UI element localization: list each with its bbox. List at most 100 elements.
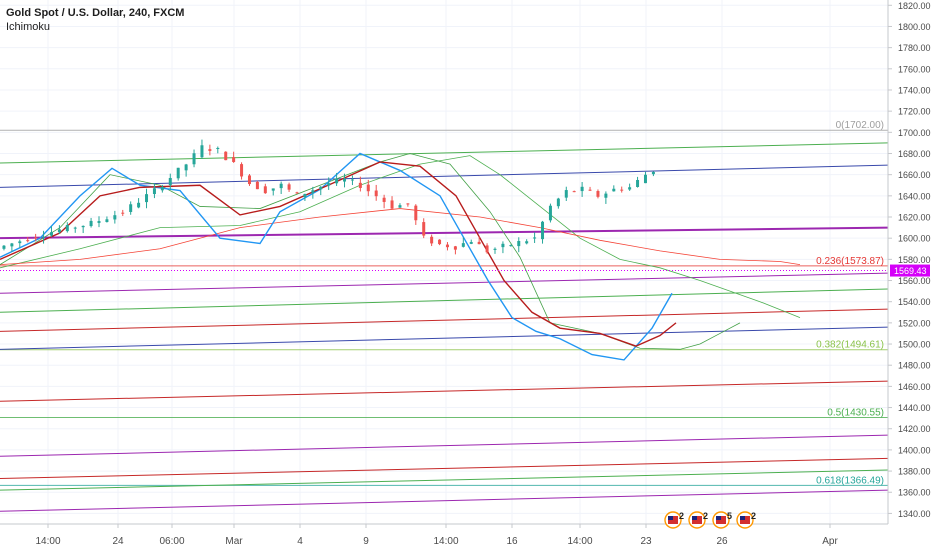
candle-body	[49, 232, 53, 236]
time-axis[interactable]: 14:00 24 06:00 Mar 4 9 14:00 16 14:00 23 26 Apr	[0, 523, 888, 547]
price-tick-label: 1560.00	[898, 276, 931, 286]
candle-body	[26, 240, 30, 242]
kijun-sen	[0, 161, 677, 347]
candle-body	[335, 178, 339, 184]
trend-line[interactable]	[0, 272, 889, 294]
flag-canton	[716, 516, 721, 520]
candle-body	[224, 151, 228, 161]
candle-body	[42, 236, 46, 238]
candle-body	[390, 200, 394, 209]
trend-line[interactable]	[0, 164, 889, 188]
candle-body	[643, 174, 647, 184]
last-price-label: 1569.43	[894, 266, 927, 276]
candle-body	[287, 184, 291, 190]
candle-body	[176, 167, 180, 179]
trend-line[interactable]	[0, 469, 889, 491]
candle-body	[263, 186, 267, 194]
candle-body	[477, 241, 481, 245]
trend-line[interactable]	[0, 288, 889, 313]
last-price-tag	[890, 264, 930, 277]
price-tick-label: 1720.00	[898, 107, 931, 117]
price-tick-label: 1360.00	[898, 488, 931, 498]
event-count: 2	[751, 511, 756, 521]
price-tick-label: 1340.00	[898, 509, 931, 519]
time-tick-label: Apr	[822, 536, 838, 547]
candle-body	[548, 205, 552, 221]
price-tick-label: 1440.00	[898, 403, 931, 413]
price-tick-label: 1460.00	[898, 382, 931, 392]
candle-body	[303, 193, 307, 198]
candle-body	[517, 240, 521, 247]
time-tick-label: 26	[716, 536, 728, 547]
fib-label: 0.618(1366.49)	[816, 475, 884, 486]
trend-line[interactable]	[0, 326, 889, 350]
candle-body	[137, 202, 141, 208]
price-axis[interactable]: 1340.00 1360.00 1380.00 1400.00 1420.00 1440.…	[887, 0, 931, 524]
candle-body	[192, 153, 196, 165]
trend-line[interactable]	[0, 457, 889, 479]
chart-legend: Gold Spot / U.S. Dollar, 240, FXCM Ichim…	[6, 6, 184, 34]
trend-line[interactable]	[0, 380, 889, 402]
candle-body	[612, 188, 616, 192]
price-tick-label: 1620.00	[898, 213, 931, 223]
chikou-span	[0, 153, 741, 350]
economic-events[interactable]: 2 2 5 2	[664, 511, 756, 529]
candle-body	[596, 191, 600, 197]
price-tick-label: 1380.00	[898, 467, 931, 477]
candle-body	[604, 193, 608, 198]
price-tick-label: 1700.00	[898, 128, 931, 138]
trend-lines[interactable]	[0, 142, 889, 512]
candle-body	[247, 175, 251, 185]
candle-body	[216, 147, 220, 149]
trend-line[interactable]	[0, 308, 889, 332]
candle-body	[73, 227, 77, 229]
candle-body	[113, 215, 117, 220]
candle-body	[311, 190, 315, 193]
candle-body	[636, 179, 640, 188]
candle-body	[57, 229, 61, 233]
time-tick-label: Mar	[225, 536, 243, 547]
time-tick-label: 9	[363, 536, 369, 547]
price-tick-label: 1580.00	[898, 255, 931, 265]
fibonacci-levels[interactable]: 0(1702.00) 0.236(1573.87) 0.382(1494.61) 0.…	[0, 120, 888, 486]
senkou-span-a	[0, 155, 801, 318]
candle-body	[10, 243, 14, 247]
trend-line[interactable]	[0, 142, 889, 164]
price-tick-label: 1660.00	[898, 170, 931, 180]
candle-body	[327, 183, 331, 186]
candle-body	[651, 171, 655, 175]
trend-line[interactable]	[0, 489, 889, 512]
fib-label: 0(1702.00)	[836, 120, 884, 131]
time-tick-label: 14:00	[433, 536, 458, 547]
candle-body	[2, 245, 6, 249]
candle-body	[200, 145, 204, 158]
candle-body	[232, 157, 236, 162]
time-tick-label: 23	[640, 536, 652, 547]
trend-line[interactable]	[0, 434, 889, 457]
candle-body	[445, 244, 449, 248]
price-tick-label: 1600.00	[898, 234, 931, 244]
indicator-name[interactable]: Ichimoku	[6, 21, 51, 33]
candle-body	[343, 178, 347, 182]
candle-body	[430, 236, 434, 244]
candle-body	[588, 189, 592, 191]
candle-body	[541, 221, 545, 240]
candle-body	[556, 198, 560, 207]
candle-body	[366, 184, 370, 192]
price-tick-label: 1740.00	[898, 85, 931, 95]
price-tick-label: 1540.00	[898, 297, 931, 307]
price-tick-label: 1400.00	[898, 445, 931, 455]
trend-line[interactable]	[0, 226, 889, 240]
price-tick-label: 1760.00	[898, 64, 931, 74]
candle-body	[152, 188, 156, 195]
time-tick-label: 4	[297, 536, 303, 547]
candle-body	[469, 242, 473, 244]
candle-body	[485, 245, 489, 253]
candle-body	[208, 149, 212, 151]
candle-body	[501, 243, 505, 248]
candle-body	[398, 205, 402, 208]
candle-body	[525, 241, 529, 244]
